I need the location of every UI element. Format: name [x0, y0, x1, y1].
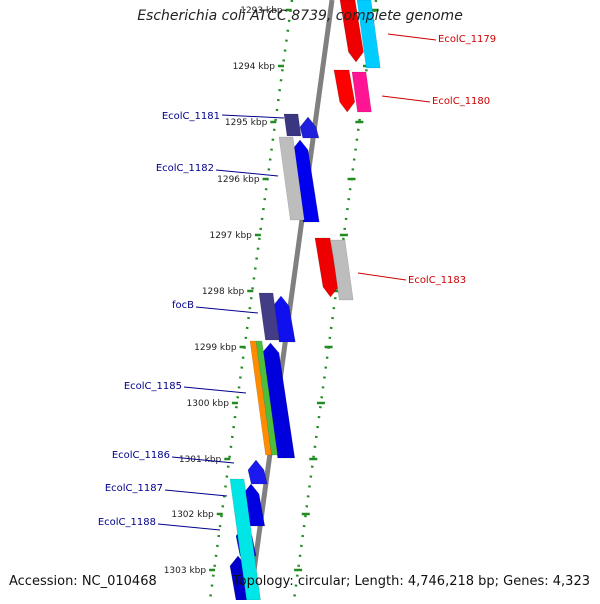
gene-ecolc-1183-box — [330, 239, 354, 301]
forward-label-leader — [157, 523, 221, 531]
kbp-tick-label: 1296 kbp — [217, 175, 260, 185]
kbp-tick-label: 1295 kbp — [225, 118, 268, 128]
gene-ecolc-1185-box-green — [255, 340, 278, 456]
kbp-tick-label: 1294 kbp — [233, 62, 276, 72]
forward-gene-label: EcolC_1187 — [105, 483, 163, 494]
gene-ecolc-1181-box — [283, 113, 302, 137]
gene-ecolc-1186-arrow — [247, 459, 268, 485]
gene-ecolc-1182-box — [278, 136, 305, 221]
gene-ecolc-1181-arrow — [299, 116, 320, 139]
forward-gene-label: EcolC_1182 — [156, 163, 214, 174]
gene-ecolc-1183-arrow — [314, 237, 339, 298]
reverse-label-leader — [387, 33, 437, 41]
forward-label-leader — [164, 489, 228, 497]
forward-label-leader — [221, 114, 285, 119]
forward-gene-label: EcolC_1186 — [112, 450, 170, 461]
kbp-tick-label: 1302 kbp — [171, 510, 214, 520]
forward-gene-label: EcolC_1188 — [98, 517, 156, 528]
gene-ecolc-1180-box — [351, 71, 372, 113]
forward-tick-lane — [208, 0, 294, 601]
gene-ecolc-1179-box — [356, 0, 381, 69]
forward-gene-label: EcolC_1181 — [162, 111, 220, 122]
genome-title: Escherichia coli ATCC 8739, complete gen… — [137, 8, 463, 24]
reverse-gene-label: EcolC_1179 — [438, 34, 496, 45]
kbp-tick-label: 1303 kbp — [164, 566, 207, 576]
reverse-label-leader — [381, 95, 431, 103]
forward-gene-label: EcolC_1185 — [124, 381, 182, 392]
kbp-tick-label: 1293 kbp — [240, 6, 283, 16]
forward-label-leader — [171, 456, 235, 464]
gene-focb-box — [258, 292, 280, 341]
forward-label-leader — [215, 169, 279, 177]
kbp-tick-label: 1298 kbp — [202, 287, 245, 297]
gene-ecolc-1185-arrow — [261, 342, 296, 459]
kbp-tick-label: 1297 kbp — [209, 231, 252, 241]
reverse-gene-label: EcolC_1180 — [432, 96, 490, 107]
genome-stats: Topology: circular; Length: 4,746,218 bp… — [232, 574, 590, 589]
reverse-label-leader — [357, 272, 407, 281]
reverse-gene-label: EcolC_1183 — [408, 275, 466, 286]
forward-gene-label: focB — [172, 300, 194, 311]
gene-ecolc-1180-arrow — [333, 69, 356, 113]
genome-backbone — [247, 0, 335, 601]
forward-label-leader — [183, 386, 247, 394]
accession-label: Accession: NC_010468 — [9, 574, 157, 589]
gene-ecolc-1179-arrow — [339, 0, 364, 63]
kbp-tick-label: 1300 kbp — [187, 399, 230, 409]
forward-label-leader — [195, 306, 259, 314]
kbp-tick-label: 1299 kbp — [194, 343, 237, 353]
